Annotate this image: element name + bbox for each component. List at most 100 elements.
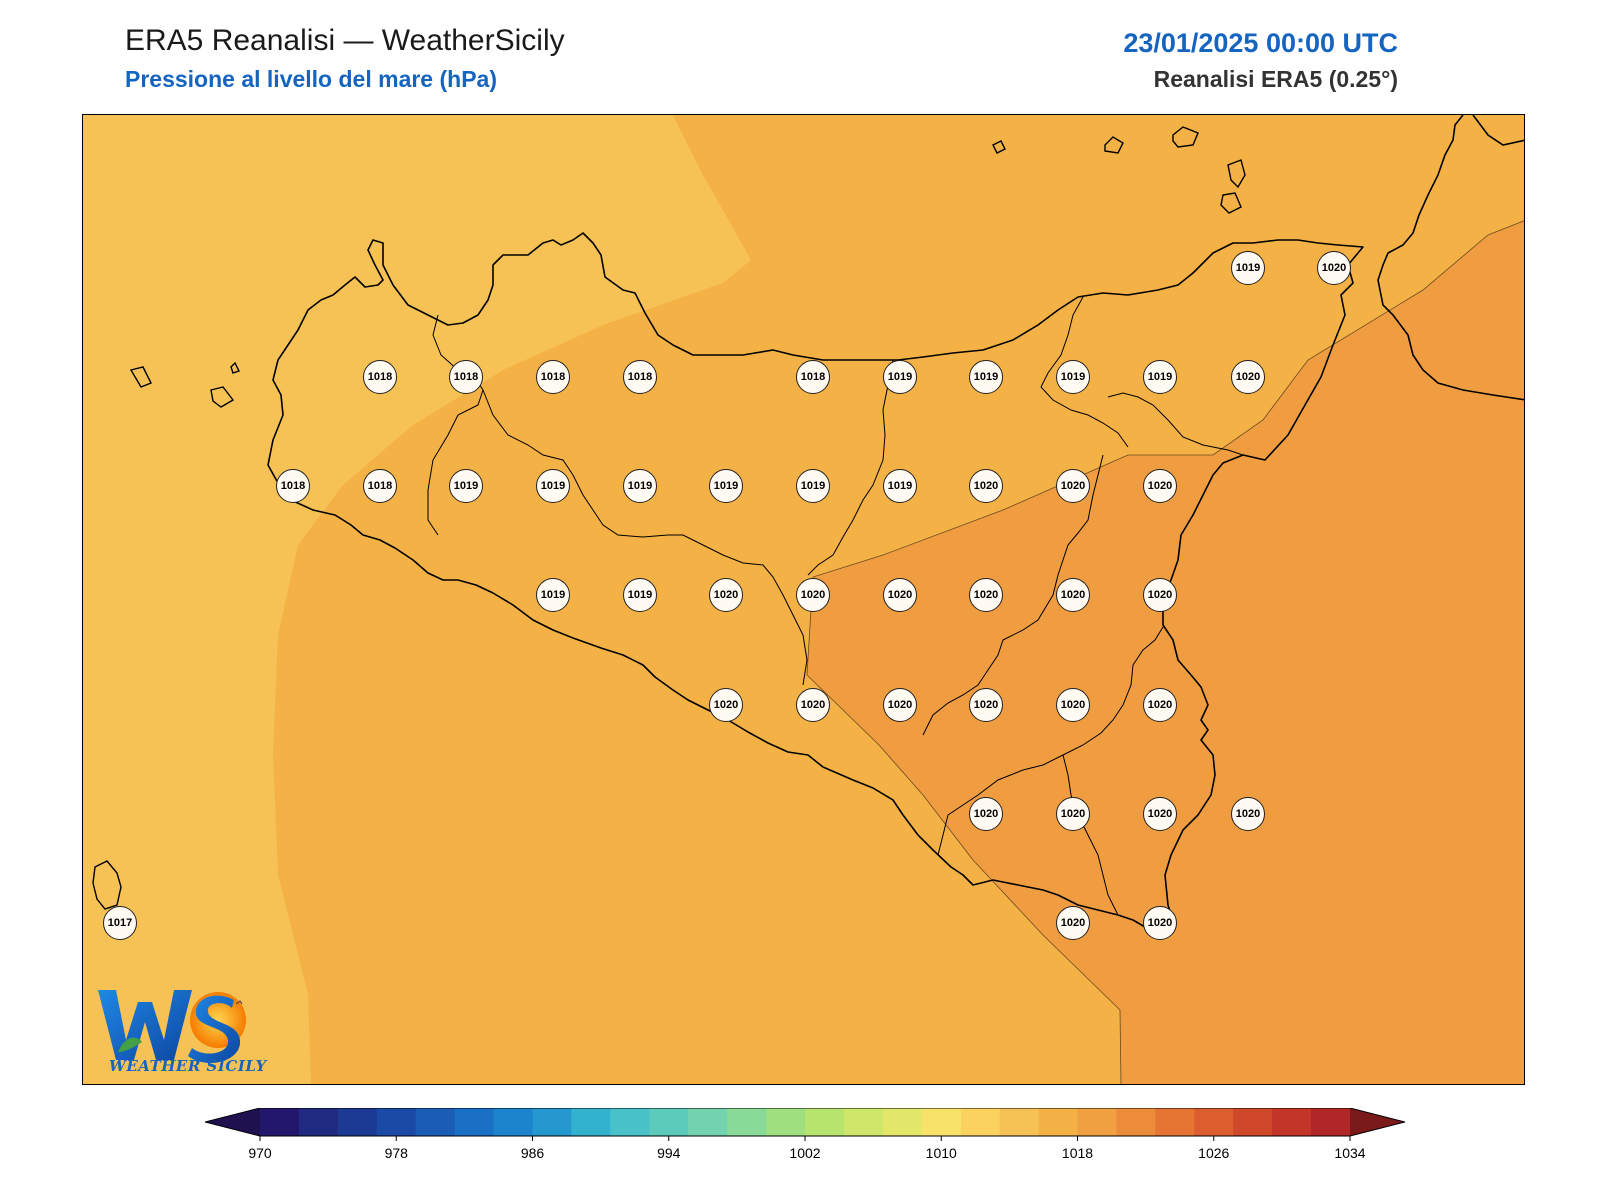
map-subtitle: Pressione al livello del mare (hPa): [125, 66, 497, 92]
colorbar-bin: [1272, 1108, 1312, 1136]
station-pressure-label: 1020: [969, 578, 1003, 612]
station-pressure-label: 1020: [969, 797, 1003, 831]
colorbar-bin: [688, 1108, 728, 1136]
station-pressure-label: 1020: [1056, 578, 1090, 612]
station-pressure-label: 1018: [363, 469, 397, 503]
station-pressure-label: 1019: [709, 469, 743, 503]
field-1016: [83, 115, 751, 1084]
calabria-coastline: [1377, 115, 1524, 401]
colorbar-tick-label: 994: [657, 1145, 681, 1161]
colorbar-bin: [649, 1108, 689, 1136]
station-pressure-label: 1019: [623, 578, 657, 612]
weather-sicily-logo-icon: [98, 990, 246, 1063]
province-boundaries: [427, 296, 1244, 916]
colorbar-tick-label: 978: [385, 1145, 409, 1161]
pantelleria-island: [92, 860, 122, 910]
logo-text: WEATHER SICILY: [109, 1057, 267, 1075]
colorbar-min-extend: [205, 1108, 260, 1136]
egadi-islands: [129, 361, 240, 408]
station-pressure-label: 1020: [1056, 906, 1090, 940]
colorbar-bin: [766, 1108, 806, 1136]
colorbar-bin: [921, 1108, 962, 1136]
field-1020: [807, 220, 1524, 1084]
colorbar-bin: [805, 1108, 845, 1136]
station-pressure-label: 1020: [796, 578, 830, 612]
station-pressure-label: 1019: [1056, 360, 1090, 394]
colorbar-bin: [1194, 1108, 1234, 1136]
colorbar-bin: [960, 1108, 1001, 1136]
colorbar-bin: [454, 1108, 495, 1136]
station-pressure-label: 1020: [796, 688, 830, 722]
station-pressure-label: 1019: [449, 469, 483, 503]
colorbar-bin: [1155, 1108, 1195, 1136]
colorbar-tick-label: 1026: [1198, 1145, 1229, 1161]
station-pressure-label: 1018: [363, 360, 397, 394]
calabria-north-coastline: [1472, 115, 1524, 146]
aeolian-islands: [992, 126, 1246, 214]
map-datetime: 23/01/2025 00:00 UTC: [1123, 28, 1398, 58]
station-pressure-label: 1020: [1231, 360, 1265, 394]
station-pressure-label: 1019: [1143, 360, 1177, 394]
colorbar-bin: [376, 1108, 417, 1136]
station-pressure-label: 1018: [796, 360, 830, 394]
colorbar-bin: [727, 1108, 767, 1136]
colorbar-bin: [415, 1108, 456, 1136]
colorbar-bin: [571, 1108, 611, 1136]
station-pressure-label: 1020: [709, 578, 743, 612]
colorbar-bin: [882, 1108, 923, 1136]
station-pressure-label: 1020: [709, 688, 743, 722]
station-pressure-label: 1020: [1317, 251, 1351, 285]
map-title: ERA5 Reanalisi — WeatherSicily: [125, 24, 565, 57]
colorbar-tick-label: 1034: [1334, 1145, 1365, 1161]
colorbar-bin: [298, 1108, 339, 1136]
station-pressure-label: 1018: [449, 360, 483, 394]
station-pressure-label: 1020: [1143, 797, 1177, 831]
station-pressure-label: 1019: [883, 469, 917, 503]
station-pressure-label: 1020: [969, 469, 1003, 503]
station-pressure-label: 1019: [536, 469, 570, 503]
station-pressure-label: 1020: [1056, 797, 1090, 831]
station-pressure-label: 1019: [1231, 251, 1265, 285]
station-pressure-label: 1020: [1143, 578, 1177, 612]
station-pressure-label: 1018: [276, 469, 310, 503]
colorbar-bin: [1116, 1108, 1156, 1136]
sicily-coastline: [267, 232, 1364, 936]
station-pressure-label: 1020: [883, 578, 917, 612]
station-pressure-label: 1019: [883, 360, 917, 394]
colorbar-bin: [493, 1108, 533, 1136]
pressure-colorbar: 970 978 986 994 1002 1010 1018 1026 1034: [205, 1108, 1405, 1161]
station-pressure-label: 1018: [623, 360, 657, 394]
colorbar-bin: [610, 1108, 650, 1136]
colorbar-bin: [532, 1108, 572, 1136]
colorbar-tick-label: 986: [521, 1145, 545, 1161]
pressure-field: [83, 115, 1524, 1084]
station-pressure-label: 1019: [969, 360, 1003, 394]
colorbar-max-extend: [1350, 1108, 1405, 1136]
colorbar-bin: [1233, 1108, 1273, 1136]
station-pressure-label: 1020: [1143, 469, 1177, 503]
station-pressure-label: 1019: [623, 469, 657, 503]
station-pressure-label: 1020: [883, 688, 917, 722]
colorbar-bin: [260, 1108, 300, 1136]
station-pressure-label: 1020: [1143, 906, 1177, 940]
station-pressure-label: 1020: [1056, 688, 1090, 722]
station-pressure-label: 1020: [1231, 797, 1265, 831]
station-pressure-label: 1019: [536, 578, 570, 612]
colorbar-bin: [999, 1108, 1040, 1136]
contour-line: [806, 220, 1524, 1084]
colorbar-tick-label: 1002: [789, 1145, 820, 1161]
station-pressure-label: 1019: [796, 469, 830, 503]
colorbar-tick-label: 970: [248, 1145, 272, 1161]
colorbar-tick-label: 1018: [1062, 1145, 1093, 1161]
station-pressure-label: 1020: [1143, 688, 1177, 722]
station-pressure-label: 1020: [969, 688, 1003, 722]
map-source: Reanalisi ERA5 (0.25°): [1153, 66, 1398, 92]
station-pressure-label: 1020: [1056, 469, 1090, 503]
colorbar-bin: [1311, 1108, 1351, 1136]
pressure-map: [82, 114, 1525, 1085]
colorbar-bin: [843, 1108, 884, 1136]
station-pressure-label: 1017: [103, 906, 137, 940]
colorbar-bin: [337, 1108, 378, 1136]
colorbar-bin: [1077, 1108, 1117, 1136]
colorbar-bin: [1038, 1108, 1078, 1136]
